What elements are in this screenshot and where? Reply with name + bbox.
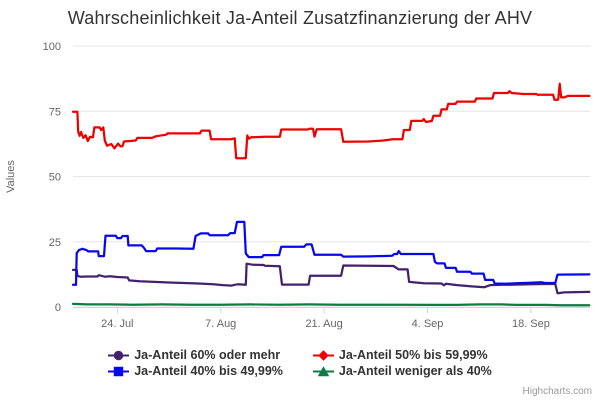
y-axis-title: Values bbox=[5, 160, 17, 193]
series-line-ja-anteil-50-bis-59-99 bbox=[71, 82, 591, 160]
y-axis-tick-label: 100 bbox=[43, 41, 61, 53]
legend-item-ja-anteil-60-oder-mehr[interactable]: Ja-Anteil 60% oder mehr bbox=[108, 347, 283, 363]
y-axis-tick-label: 50 bbox=[49, 172, 61, 184]
highcharts-credit-link[interactable]: Highcharts.com bbox=[522, 386, 592, 397]
legend-item-ja-anteil-50-bis-59-99[interactable]: Ja-Anteil 50% bis 59,99% bbox=[312, 347, 492, 363]
plot-area: 0 25 50 75 100 24. Jul 7. Aug 21. Aug 4. Sep 18. … bbox=[5, 41, 591, 330]
y-axis-tick-label: 75 bbox=[49, 106, 61, 118]
x-axis-tick-label: 24. Jul bbox=[101, 318, 133, 330]
legend-item-ja-anteil-weniger-als-40[interactable]: Ja-Anteil weniger als 40% bbox=[312, 363, 492, 379]
series-line-ja-anteil-40-bis-49-99 bbox=[71, 220, 591, 286]
legend-label: Ja-Anteil 40% bis 49,99% bbox=[134, 364, 283, 378]
chart-title: Wahrscheinlichkeit Ja-Anteil Zusatzfinan… bbox=[67, 8, 533, 28]
series-line-ja-anteil-weniger-als-40 bbox=[71, 302, 591, 307]
legend-marker-triangle-icon bbox=[312, 365, 334, 376]
legend-label: Ja-Anteil weniger als 40% bbox=[338, 364, 492, 378]
legend-item-ja-anteil-40-bis-49-99[interactable]: Ja-Anteil 40% bis 49,99% bbox=[108, 363, 283, 379]
y-axis-tick-label: 25 bbox=[49, 237, 61, 249]
legend-marker-square-icon bbox=[108, 366, 130, 376]
legend-marker-circle-icon bbox=[108, 350, 130, 360]
x-axis-tick-label: 21. Aug bbox=[305, 318, 342, 330]
legend-marker-diamond-icon bbox=[312, 349, 334, 361]
legend: Ja-Anteil 60% oder mehr Ja-Anteil 50% bis… bbox=[0, 347, 600, 379]
series-line-ja-anteil-60-oder-mehr bbox=[71, 262, 591, 295]
x-axis-tick-label: 18. Sep bbox=[512, 318, 550, 330]
x-axis-tick-label: 4. Sep bbox=[412, 318, 444, 330]
x-axis-tick-label: 7. Aug bbox=[205, 318, 236, 330]
legend-label: Ja-Anteil 50% bis 59,99% bbox=[338, 348, 488, 362]
y-axis-tick-label: 0 bbox=[55, 302, 61, 314]
legend-label: Ja-Anteil 60% oder mehr bbox=[134, 348, 281, 362]
